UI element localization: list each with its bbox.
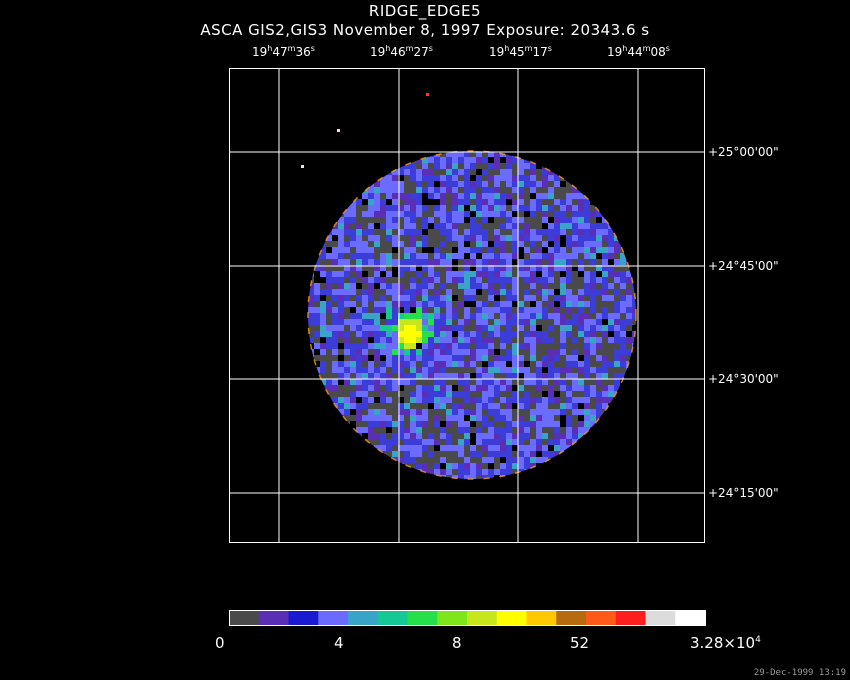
colorbar-swatch xyxy=(467,610,498,626)
colorbar-swatch xyxy=(407,610,438,626)
colorbar-label-52: 52 xyxy=(570,634,590,652)
image-title: RIDGE_EDGE5 xyxy=(368,2,482,20)
colorbar-label-4: 4 xyxy=(334,634,344,652)
dec-label-4: +24°15'00" xyxy=(708,486,779,500)
colorbar-swatch xyxy=(586,610,617,626)
colorbar xyxy=(229,610,706,626)
ra-label-2: 19h46m27s xyxy=(370,44,433,59)
colorbar-swatch xyxy=(229,610,260,626)
colorbar-swatch xyxy=(645,610,676,626)
colorbar-swatch xyxy=(615,610,646,626)
colorbar-label-max: 3.28×104 xyxy=(690,634,761,652)
colorbar-swatch xyxy=(318,610,349,626)
ra-label-4: 19h44m08s xyxy=(607,44,670,59)
colorbar-swatch xyxy=(258,610,289,626)
source-marker xyxy=(426,93,429,96)
colorbar-swatch xyxy=(675,610,706,626)
dec-label-3: +24°30'00" xyxy=(708,372,779,386)
colorbar-swatch xyxy=(377,610,408,626)
source-marker xyxy=(301,165,304,168)
point-sources xyxy=(301,93,429,168)
source-marker xyxy=(337,129,340,132)
photon-count-map xyxy=(308,151,636,479)
colorbar-swatch xyxy=(288,610,319,626)
ra-label-3: 19h45m17s xyxy=(489,44,552,59)
sky-image xyxy=(229,68,705,543)
colorbar-label-0: 0 xyxy=(215,634,225,652)
image-subtitle: ASCA GIS2,GIS3 November 8, 1997 Exposure… xyxy=(200,21,650,39)
ra-label-1: 19h47m36s xyxy=(252,44,315,59)
colorbar-swatch xyxy=(348,610,379,626)
timestamp: 29-Dec-1999 13:19 xyxy=(753,668,846,678)
colorbar-swatch xyxy=(526,610,557,626)
colorbar-swatch xyxy=(437,610,468,626)
colorbar-swatch xyxy=(496,610,527,626)
dec-label-2: +24°45'00" xyxy=(708,259,779,273)
coordinate-grid xyxy=(229,68,705,543)
colorbar-swatch xyxy=(556,610,587,626)
dec-label-1: +25°00'00" xyxy=(708,145,779,159)
colorbar-label-8: 8 xyxy=(452,634,462,652)
